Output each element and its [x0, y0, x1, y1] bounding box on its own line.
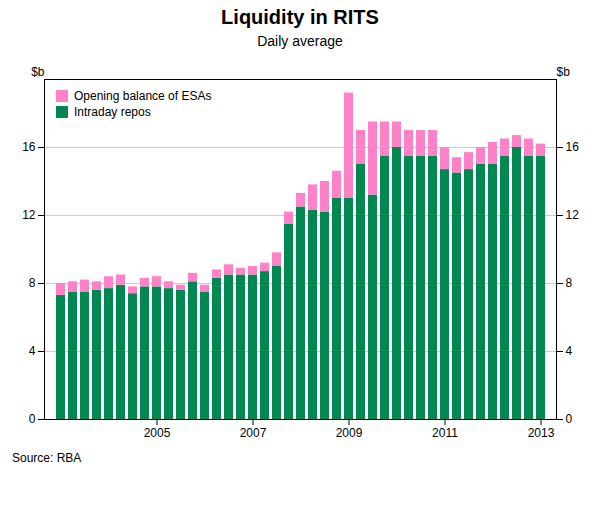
svg-text:2007: 2007 [240, 426, 267, 440]
svg-text:2011: 2011 [432, 426, 458, 440]
svg-text:4: 4 [29, 344, 36, 358]
svg-text:0: 0 [29, 412, 36, 426]
svg-text:16: 16 [566, 140, 580, 154]
svg-text:2009: 2009 [336, 426, 363, 440]
svg-text:8: 8 [566, 276, 573, 290]
html-text:Opening balance of ESAs: Opening balance of ESAs [74, 89, 212, 103]
svg-text:16: 16 [22, 140, 36, 154]
svg-text:8: 8 [29, 276, 36, 290]
svg-text:12: 12 [22, 208, 36, 222]
html-text:Intraday repos: Intraday repos [74, 105, 151, 119]
svg-text:0: 0 [566, 412, 573, 426]
svg-text:$b: $b [31, 65, 45, 79]
svg-text:12: 12 [566, 208, 580, 222]
svg-text:4: 4 [566, 344, 573, 358]
svg-text:2005: 2005 [144, 426, 171, 440]
svg-text:2013: 2013 [528, 426, 555, 440]
html-text:Daily average: Daily average [257, 33, 343, 49]
html-text:Liquidity in RITS: Liquidity in RITS [221, 6, 379, 28]
svg-text:$b: $b [557, 65, 571, 79]
html-text:Source: RBA: Source: RBA [12, 451, 82, 465]
